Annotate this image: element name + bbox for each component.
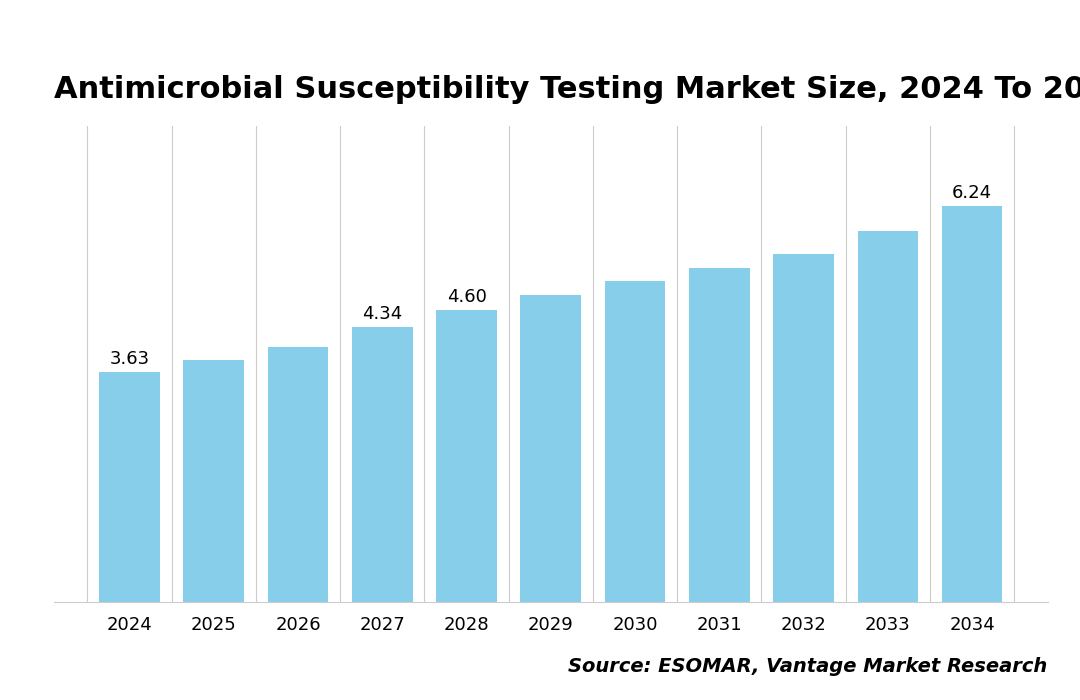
- Text: 4.60: 4.60: [447, 288, 486, 306]
- Text: 6.24: 6.24: [953, 184, 993, 202]
- Text: Antimicrobial Susceptibility Testing Market Size, 2024 To 2034 (USD Billion): Antimicrobial Susceptibility Testing Mar…: [54, 75, 1080, 104]
- Bar: [942, 206, 1002, 602]
- Bar: [858, 232, 918, 602]
- Text: Source: ESOMAR, Vantage Market Research: Source: ESOMAR, Vantage Market Research: [568, 657, 1048, 675]
- Text: 3.63: 3.63: [109, 350, 149, 368]
- Bar: [436, 310, 497, 602]
- Bar: [352, 327, 413, 602]
- Bar: [521, 295, 581, 602]
- Bar: [268, 347, 328, 602]
- Bar: [689, 268, 750, 602]
- Bar: [605, 281, 665, 602]
- Bar: [773, 254, 834, 602]
- Text: 4.34: 4.34: [362, 304, 403, 323]
- Bar: [99, 372, 160, 602]
- Bar: [184, 360, 244, 602]
